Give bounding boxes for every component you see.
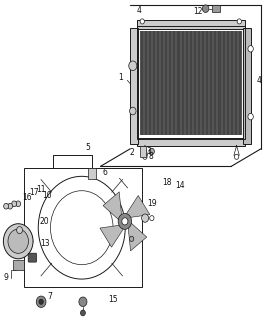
Circle shape bbox=[234, 154, 239, 159]
Text: 14: 14 bbox=[175, 181, 185, 190]
Text: 8: 8 bbox=[149, 152, 153, 161]
Bar bbox=[24, 168, 142, 287]
Circle shape bbox=[4, 224, 33, 259]
Text: 4: 4 bbox=[136, 6, 141, 15]
Bar bbox=[88, 168, 96, 179]
Circle shape bbox=[118, 213, 132, 229]
Text: 11: 11 bbox=[36, 186, 45, 195]
Text: 16: 16 bbox=[22, 193, 32, 202]
Circle shape bbox=[149, 148, 154, 155]
Circle shape bbox=[12, 201, 17, 207]
Circle shape bbox=[129, 61, 137, 70]
Text: 17: 17 bbox=[29, 188, 38, 197]
Text: 7: 7 bbox=[47, 292, 52, 301]
FancyBboxPatch shape bbox=[28, 253, 37, 262]
Circle shape bbox=[17, 227, 22, 234]
Polygon shape bbox=[103, 192, 121, 220]
Circle shape bbox=[8, 229, 28, 253]
Circle shape bbox=[248, 114, 253, 120]
Text: 6: 6 bbox=[102, 168, 107, 177]
Text: 19: 19 bbox=[147, 199, 157, 208]
Circle shape bbox=[16, 201, 21, 207]
Circle shape bbox=[237, 19, 241, 24]
Bar bbox=[137, 26, 245, 139]
Text: 2: 2 bbox=[130, 148, 135, 156]
Text: 5: 5 bbox=[85, 143, 90, 152]
Text: 1: 1 bbox=[118, 73, 123, 82]
Text: 10: 10 bbox=[42, 191, 52, 200]
Circle shape bbox=[4, 203, 8, 209]
Polygon shape bbox=[100, 225, 123, 247]
Circle shape bbox=[248, 46, 253, 52]
Circle shape bbox=[143, 154, 147, 159]
Polygon shape bbox=[140, 146, 146, 157]
Bar bbox=[137, 138, 245, 146]
Text: 9: 9 bbox=[3, 273, 8, 282]
Bar bbox=[243, 28, 251, 144]
Circle shape bbox=[8, 203, 12, 209]
Circle shape bbox=[141, 214, 149, 222]
Circle shape bbox=[36, 296, 46, 308]
Bar bbox=[140, 31, 242, 134]
Circle shape bbox=[79, 297, 87, 307]
Circle shape bbox=[130, 236, 134, 241]
Circle shape bbox=[39, 299, 43, 304]
Circle shape bbox=[150, 216, 154, 221]
Polygon shape bbox=[127, 196, 150, 217]
Circle shape bbox=[140, 19, 144, 24]
Text: 13: 13 bbox=[40, 239, 50, 248]
Circle shape bbox=[202, 5, 209, 12]
Text: 12: 12 bbox=[193, 7, 202, 16]
Bar bbox=[130, 28, 138, 144]
Circle shape bbox=[80, 310, 85, 316]
Bar bbox=[137, 20, 245, 29]
Polygon shape bbox=[128, 223, 147, 251]
Circle shape bbox=[130, 107, 136, 115]
Bar bbox=[13, 260, 24, 270]
Text: 20: 20 bbox=[40, 217, 49, 226]
Text: 18: 18 bbox=[163, 178, 172, 187]
Text: 15: 15 bbox=[108, 295, 117, 304]
Text: 3: 3 bbox=[146, 147, 151, 156]
Circle shape bbox=[122, 218, 128, 225]
Text: 4: 4 bbox=[257, 76, 262, 85]
Bar bbox=[212, 5, 220, 12]
